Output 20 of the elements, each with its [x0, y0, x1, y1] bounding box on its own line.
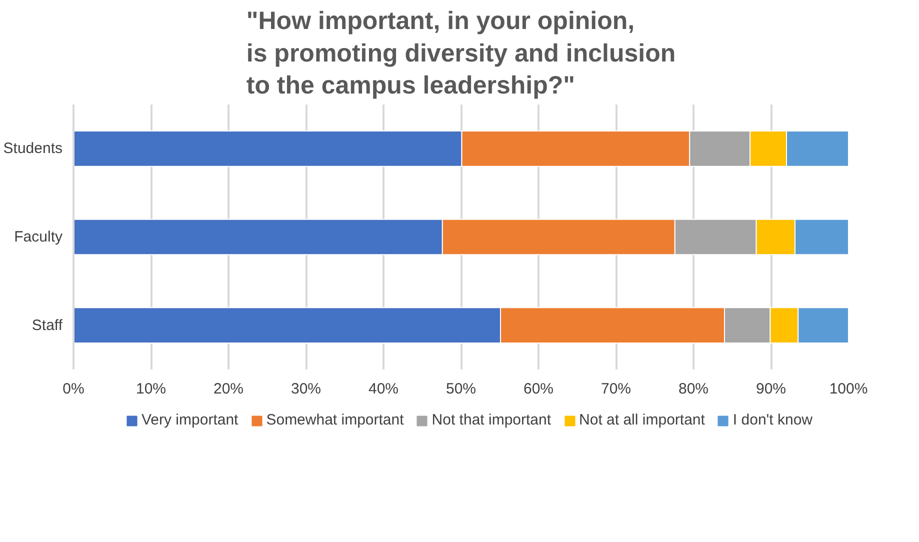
legend-label: Very important: [142, 412, 238, 428]
x-tick-label: 60%: [523, 380, 554, 398]
x-tick-label: 100%: [829, 380, 868, 398]
x-tick-label: 70%: [600, 380, 632, 398]
x-tick-label: 90%: [756, 380, 786, 398]
x-tick-label: 50%: [446, 380, 476, 398]
y-tick-label: Students: [3, 140, 63, 158]
legend-label: Somewhat important: [266, 412, 404, 428]
x-tick-label: 0%: [62, 380, 84, 398]
y-tick-label: Faculty: [14, 228, 63, 246]
legend-label: I don't know: [732, 412, 812, 428]
legend-label: Not at all important: [579, 412, 705, 428]
y-tick-label: Staff: [32, 316, 64, 334]
chart-title: "How important, in your opinion, is promoting diversity and inclusion to the campus leadership?": [246, 7, 676, 100]
x-tick-label: 10%: [136, 380, 166, 398]
x-tick-label: 40%: [368, 380, 399, 398]
x-tick-label: 80%: [678, 380, 709, 398]
x-tick-label: 30%: [290, 380, 322, 398]
x-tick-label: 20%: [213, 380, 244, 398]
legend-label: Not that important: [432, 412, 552, 428]
